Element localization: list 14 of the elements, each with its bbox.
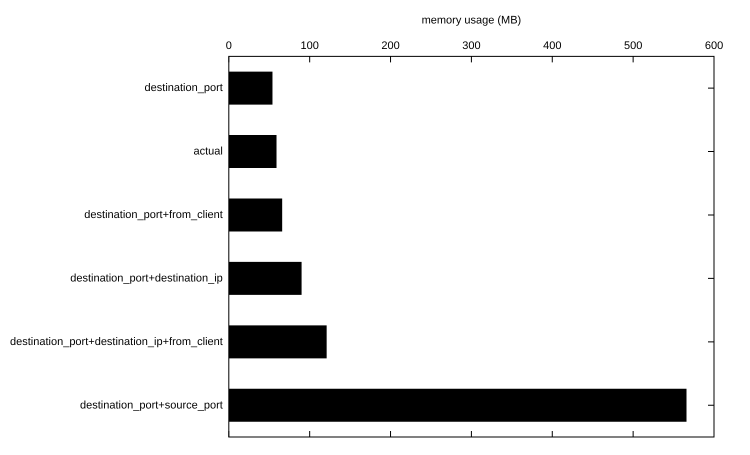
y-tick-label: destination_port+source_port [80, 399, 223, 412]
x-tick-label: 100 [300, 40, 319, 52]
x-tick-label: 300 [462, 40, 481, 52]
x-tick-label: 600 [704, 40, 724, 52]
x-tick-label: 400 [543, 40, 562, 52]
x-axis-title: memory usage (MB) [422, 14, 522, 27]
x-tick-label: 0 [226, 40, 232, 52]
y-tick-label: actual [193, 146, 223, 158]
x-tick-label: 500 [624, 40, 642, 52]
y-tick-label: destination_port [144, 82, 223, 94]
y-tick-label: destination_port+destination_ip [70, 272, 223, 284]
y-tick-label: destination_port+from_client [84, 209, 223, 222]
y-tick-label: destination_port+destination_ip+from_client [10, 336, 223, 348]
x-tick-label: 200 [381, 40, 400, 52]
